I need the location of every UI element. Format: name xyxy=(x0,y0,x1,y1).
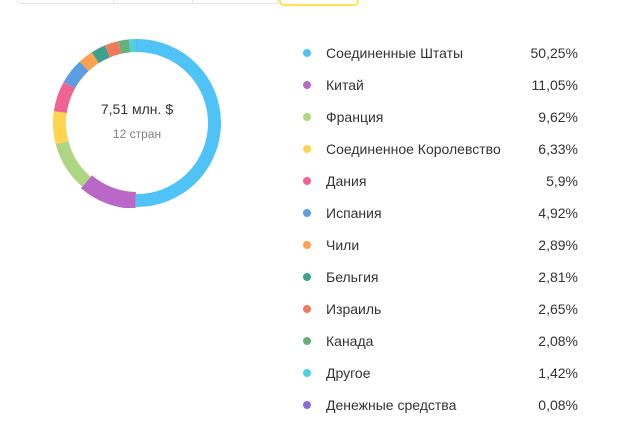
country-count: 12 стран xyxy=(112,127,162,141)
legend-dot-icon xyxy=(303,305,311,313)
donut-segment[interactable] xyxy=(129,39,137,53)
tab-1[interactable] xyxy=(17,0,114,4)
donut-segment[interactable] xyxy=(91,45,110,64)
donut-ring[interactable] xyxy=(52,38,222,208)
legend-label: Бельгия xyxy=(326,269,379,285)
legend-label: Испания xyxy=(326,205,382,221)
legend-value: 2,81% xyxy=(538,269,578,285)
legend-dot-icon xyxy=(303,113,311,121)
legend-value: 0,08% xyxy=(538,397,578,413)
legend-item[interactable]: Канада 2,08% xyxy=(303,325,578,357)
donut-chart: 7,51 млн. $ 12 стран xyxy=(52,38,222,208)
donut-segment[interactable] xyxy=(118,39,131,54)
legend-dot-icon xyxy=(303,337,311,345)
legend-label: Канада xyxy=(326,333,374,349)
donut-segment[interactable] xyxy=(79,52,99,72)
legend-dot-icon xyxy=(303,401,311,409)
tab-active[interactable] xyxy=(279,0,359,6)
legend-value: 2,65% xyxy=(538,301,578,317)
tab-3[interactable] xyxy=(193,0,278,4)
legend-value: 50,25% xyxy=(530,45,578,61)
legend-value: 4,92% xyxy=(538,205,578,221)
legend-dot-icon xyxy=(303,273,311,281)
legend: Соединенные Штаты 50,25% Китай 11,05% Франци… xyxy=(303,37,578,421)
donut-segment[interactable] xyxy=(80,175,136,208)
legend-dot-icon xyxy=(303,209,311,217)
legend-item[interactable]: Соединенные Штаты 50,25% xyxy=(303,37,578,69)
legend-dot-icon xyxy=(303,241,311,249)
legend-item[interactable]: Израиль 2,65% xyxy=(303,293,578,325)
legend-value: 1,42% xyxy=(538,365,578,381)
donut-segment[interactable] xyxy=(55,141,91,187)
legend-label: Чили xyxy=(326,237,360,253)
legend-label: Дания xyxy=(326,173,367,189)
legend-value: 9,62% xyxy=(538,109,578,125)
legend-dot-icon xyxy=(303,369,311,377)
legend-value: 5,9% xyxy=(546,173,578,189)
legend-item[interactable]: Соединенное Королевство 6,33% xyxy=(303,133,578,165)
legend-item[interactable]: Китай 11,05% xyxy=(303,69,578,101)
legend-item[interactable]: Чили 2,89% xyxy=(303,229,578,261)
legend-label: Денежные средства xyxy=(326,397,457,413)
donut-segment[interactable] xyxy=(63,61,89,89)
donut-segment[interactable] xyxy=(135,39,221,207)
legend-value: 6,33% xyxy=(538,141,578,157)
legend-dot-icon xyxy=(303,145,311,153)
donut-segment[interactable] xyxy=(104,41,122,58)
legend-item[interactable]: Дания 5,9% xyxy=(303,165,578,197)
tab-bar xyxy=(17,0,359,6)
portfolio-total: 7,51 млн. $ xyxy=(100,101,174,117)
legend-value: 2,89% xyxy=(538,237,578,253)
legend-dot-icon xyxy=(303,177,311,185)
legend-label: Соединенное Королевство xyxy=(326,141,501,157)
tab-2[interactable] xyxy=(114,0,193,4)
donut-segment[interactable] xyxy=(53,81,76,113)
legend-label: Франция xyxy=(326,109,384,125)
legend-item[interactable]: Денежные средства 0,08% xyxy=(303,389,578,421)
legend-dot-icon xyxy=(303,81,311,89)
legend-label: Китай xyxy=(326,77,364,93)
legend-label: Другое xyxy=(326,365,371,381)
legend-item[interactable]: Бельгия 2,81% xyxy=(303,261,578,293)
legend-item[interactable]: Испания 4,92% xyxy=(303,197,578,229)
legend-item[interactable]: Другое 1,42% xyxy=(303,357,578,389)
legend-label: Соединенные Штаты xyxy=(326,45,464,61)
legend-value: 2,08% xyxy=(538,333,578,349)
legend-item[interactable]: Франция 9,62% xyxy=(303,101,578,133)
donut-segment[interactable] xyxy=(53,111,69,145)
legend-value: 11,05% xyxy=(531,77,578,93)
legend-dot-icon xyxy=(303,49,311,57)
legend-label: Израиль xyxy=(326,301,382,317)
donut-center: 7,51 млн. $ 12 стран xyxy=(52,38,222,208)
